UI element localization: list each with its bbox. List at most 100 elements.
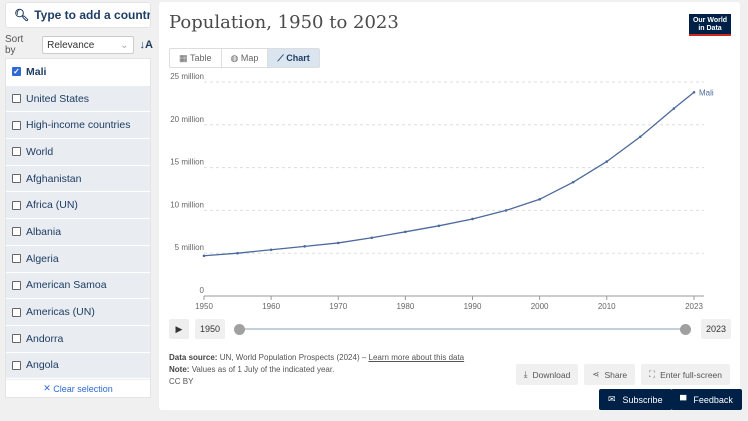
list-item[interactable]: United States bbox=[6, 85, 150, 113]
list-item-label: Angola bbox=[26, 359, 59, 372]
timeline-end-year[interactable]: 2023 bbox=[701, 319, 731, 339]
tab-label: Chart bbox=[286, 53, 310, 63]
action-buttons: ⤓ Download ⋖ Share ⛶ Enter full-screen bbox=[515, 364, 730, 385]
list-item-label: Andorra bbox=[26, 332, 64, 345]
feedback-button[interactable]: ▀ Feedback bbox=[671, 389, 742, 410]
entity-list: ✓ Mali United States High-income countries W… bbox=[5, 58, 151, 398]
list-item[interactable]: American Samoa bbox=[6, 272, 150, 300]
checkbox[interactable] bbox=[12, 94, 21, 104]
download-icon: ⤓ bbox=[523, 369, 528, 379]
list-item[interactable]: Afghanistan bbox=[6, 165, 150, 193]
checkbox[interactable] bbox=[12, 254, 21, 264]
list-item-label: High-income countries bbox=[26, 119, 131, 132]
clear-selection-button[interactable]: ✕ Clear selection bbox=[6, 379, 150, 397]
data-point bbox=[269, 248, 273, 252]
search-icon: 🔍︎ bbox=[14, 8, 30, 22]
y-tick-label: 20 million bbox=[170, 115, 204, 124]
timeline: ▶ 1950 2023 bbox=[169, 319, 731, 341]
timeline-start-handle[interactable] bbox=[234, 324, 245, 335]
fullscreen-button[interactable]: ⛶ Enter full-screen bbox=[641, 364, 730, 385]
checkbox[interactable] bbox=[12, 147, 21, 157]
download-button[interactable]: ⤓ Download bbox=[515, 364, 579, 385]
learn-more-link[interactable]: Learn more about this data bbox=[368, 353, 465, 362]
data-point bbox=[672, 107, 676, 110]
sort-order-icon[interactable]: ↓A bbox=[139, 39, 153, 51]
checkbox[interactable] bbox=[12, 334, 21, 344]
list-item[interactable]: Algeria bbox=[6, 245, 150, 273]
list-item[interactable]: Albania bbox=[6, 219, 150, 246]
sort-control: Sort by Relevance ⌄ ↓A bbox=[5, 34, 153, 56]
tab-chart[interactable]: ⟋ Chart bbox=[268, 49, 319, 67]
sources: Data source: UN, World Population Prospe… bbox=[169, 352, 464, 388]
y-tick-label: 25 million bbox=[170, 72, 204, 81]
checkbox[interactable] bbox=[12, 227, 21, 237]
timeline-end-handle[interactable] bbox=[680, 324, 691, 335]
tab-label: Table bbox=[190, 53, 212, 63]
checkbox[interactable] bbox=[12, 120, 21, 130]
y-tick-label: 0 bbox=[200, 286, 205, 295]
play-button[interactable]: ▶ bbox=[169, 319, 189, 339]
sort-value: Relevance bbox=[47, 39, 95, 51]
checkbox[interactable] bbox=[12, 200, 21, 210]
share-label: Share bbox=[604, 369, 628, 380]
list-item[interactable]: Andorra bbox=[6, 325, 150, 353]
table-icon: ▦ bbox=[179, 52, 188, 63]
data-point bbox=[639, 135, 642, 139]
clear-selection-label: Clear selection bbox=[53, 383, 113, 394]
source-label: Data source: bbox=[169, 353, 218, 362]
list-item[interactable]: World bbox=[6, 139, 150, 166]
list-item-label: United States bbox=[26, 92, 90, 105]
share-icon: ⋖ bbox=[592, 369, 600, 379]
y-tick-label: 5 million bbox=[175, 243, 204, 252]
data-point bbox=[303, 245, 306, 248]
list-item[interactable]: Americas (UN) bbox=[6, 299, 150, 326]
chart-card: Population, 1950 to 2023 Our World in Dat… bbox=[159, 2, 740, 410]
x-tick-label: 1960 bbox=[262, 302, 280, 311]
data-point bbox=[571, 180, 575, 184]
data-point bbox=[538, 197, 541, 201]
license[interactable]: CC BY bbox=[169, 377, 194, 386]
checkbox[interactable] bbox=[12, 360, 21, 370]
download-label: Download bbox=[532, 369, 571, 380]
list-item[interactable]: High-income countries bbox=[6, 112, 150, 140]
data-point bbox=[605, 160, 609, 163]
checkbox[interactable] bbox=[12, 174, 21, 184]
sidebar: 🔍︎ Type to add a country or region Sort b… bbox=[0, 0, 156, 421]
x-tick-label: 1990 bbox=[464, 302, 482, 311]
line-chart-icon: ⟋ bbox=[277, 52, 284, 63]
page-title: Population, 1950 to 2023 bbox=[169, 12, 399, 33]
checkbox[interactable] bbox=[12, 307, 21, 317]
source-text: UN, World Population Prospects (2024) – bbox=[219, 353, 369, 362]
owid-logo[interactable]: Our World in Data bbox=[689, 14, 731, 36]
tab-map[interactable]: ◍ Map bbox=[222, 49, 269, 67]
search-placeholder: Type to add a country or region bbox=[34, 8, 151, 22]
list-item-label: American Samoa bbox=[26, 279, 107, 292]
x-tick-label: 2000 bbox=[531, 302, 549, 311]
timeline-start-year[interactable]: 1950 bbox=[195, 319, 225, 339]
search-input[interactable]: 🔍︎ Type to add a country or region bbox=[5, 2, 151, 28]
list-item[interactable]: Africa (UN) bbox=[6, 192, 150, 220]
timeline-track[interactable] bbox=[239, 328, 686, 330]
line-chart: 0 5 million 10 million 15 million 20 million… bbox=[170, 72, 714, 311]
share-button[interactable]: ⋖ Share bbox=[584, 364, 636, 385]
sort-select[interactable]: Relevance ⌄ bbox=[42, 36, 134, 54]
checkbox[interactable] bbox=[12, 280, 21, 290]
data-point bbox=[504, 209, 508, 212]
x-tick-label: 1950 bbox=[195, 302, 213, 311]
data-point bbox=[336, 241, 340, 245]
data-point bbox=[437, 224, 441, 228]
subscribe-button[interactable]: ✉ Subscribe bbox=[599, 389, 672, 410]
x-tick-label: 2023 bbox=[685, 302, 703, 311]
checkbox[interactable]: ✓ bbox=[12, 67, 21, 77]
fullscreen-label: Enter full-screen bbox=[660, 369, 722, 380]
note-text: Values as of 1 July of the indicated yea… bbox=[191, 365, 335, 374]
globe-icon: ◍ bbox=[230, 52, 239, 63]
tab-table[interactable]: ▦ Table bbox=[170, 49, 222, 67]
data-point bbox=[692, 90, 696, 94]
data-point bbox=[202, 254, 206, 258]
chevron-down-icon: ⌄ bbox=[120, 39, 129, 51]
list-item[interactable]: Angola bbox=[6, 352, 150, 380]
note-label: Note: bbox=[169, 365, 190, 374]
series-label: Mali bbox=[699, 88, 714, 97]
list-item[interactable]: ✓ Mali bbox=[6, 59, 150, 86]
